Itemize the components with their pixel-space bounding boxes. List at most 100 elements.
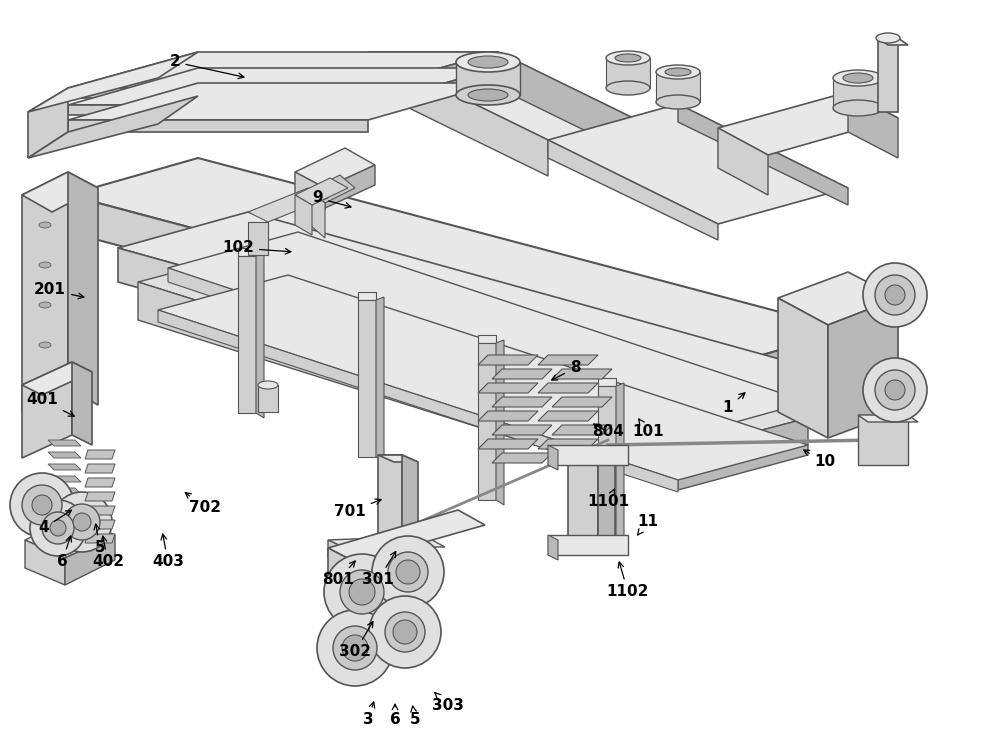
Polygon shape <box>68 52 498 88</box>
Text: 201: 201 <box>34 282 84 299</box>
Circle shape <box>30 500 86 556</box>
Polygon shape <box>295 195 312 235</box>
Ellipse shape <box>39 342 51 348</box>
Polygon shape <box>368 52 498 98</box>
Polygon shape <box>478 439 538 449</box>
Text: 301: 301 <box>362 551 396 587</box>
Circle shape <box>393 620 417 644</box>
Text: 1101: 1101 <box>587 489 629 509</box>
Polygon shape <box>258 385 278 412</box>
Text: 302: 302 <box>339 622 373 660</box>
Polygon shape <box>295 178 348 205</box>
Polygon shape <box>678 418 808 490</box>
Polygon shape <box>68 68 498 105</box>
Polygon shape <box>28 96 198 158</box>
Ellipse shape <box>468 89 508 101</box>
Polygon shape <box>598 378 616 386</box>
Polygon shape <box>598 386 616 543</box>
Polygon shape <box>238 248 256 256</box>
Text: 804: 804 <box>592 424 624 440</box>
Polygon shape <box>68 120 368 132</box>
Ellipse shape <box>468 56 508 68</box>
Polygon shape <box>68 195 718 405</box>
Polygon shape <box>376 297 384 462</box>
Circle shape <box>885 380 905 400</box>
Polygon shape <box>68 172 98 405</box>
Polygon shape <box>478 335 496 343</box>
Polygon shape <box>498 52 678 176</box>
Polygon shape <box>48 512 81 518</box>
Polygon shape <box>378 455 418 462</box>
Polygon shape <box>85 492 115 501</box>
Polygon shape <box>310 175 355 203</box>
Polygon shape <box>568 455 598 540</box>
Polygon shape <box>72 362 92 445</box>
Polygon shape <box>85 478 115 487</box>
Polygon shape <box>368 52 548 176</box>
Polygon shape <box>718 128 768 195</box>
Polygon shape <box>492 369 552 379</box>
Text: 801: 801 <box>322 561 355 587</box>
Ellipse shape <box>843 73 873 83</box>
Polygon shape <box>848 92 898 158</box>
Polygon shape <box>295 172 325 210</box>
Polygon shape <box>328 548 355 590</box>
Text: 10: 10 <box>804 450 836 470</box>
Circle shape <box>863 358 927 422</box>
Polygon shape <box>878 38 908 45</box>
Ellipse shape <box>615 54 641 62</box>
Polygon shape <box>368 68 498 115</box>
Polygon shape <box>538 383 598 393</box>
Polygon shape <box>718 330 848 405</box>
Polygon shape <box>48 440 81 446</box>
Text: 8: 8 <box>552 360 580 380</box>
Text: 401: 401 <box>26 392 74 416</box>
Polygon shape <box>85 534 115 543</box>
Polygon shape <box>378 455 402 548</box>
Polygon shape <box>22 362 72 458</box>
Polygon shape <box>295 148 375 188</box>
Ellipse shape <box>606 81 650 95</box>
Polygon shape <box>325 165 375 208</box>
Polygon shape <box>358 300 376 457</box>
Polygon shape <box>718 92 898 155</box>
Polygon shape <box>552 425 612 435</box>
Polygon shape <box>402 455 418 555</box>
Polygon shape <box>548 445 558 470</box>
Polygon shape <box>328 510 485 562</box>
Polygon shape <box>568 455 615 462</box>
Polygon shape <box>168 268 678 452</box>
Circle shape <box>22 485 62 525</box>
Polygon shape <box>68 158 848 368</box>
Polygon shape <box>858 415 918 422</box>
Polygon shape <box>548 140 718 240</box>
Polygon shape <box>538 439 598 449</box>
Text: 2: 2 <box>170 55 244 79</box>
Polygon shape <box>606 58 650 88</box>
Polygon shape <box>48 452 81 458</box>
Polygon shape <box>548 535 628 555</box>
Polygon shape <box>478 355 538 365</box>
Text: 402: 402 <box>92 536 124 569</box>
Circle shape <box>388 552 428 592</box>
Ellipse shape <box>876 33 900 43</box>
Polygon shape <box>48 488 81 494</box>
Text: 11: 11 <box>638 515 658 535</box>
Polygon shape <box>492 397 552 407</box>
Polygon shape <box>492 425 552 435</box>
Text: 702: 702 <box>185 493 221 515</box>
Polygon shape <box>28 52 198 112</box>
Polygon shape <box>85 506 115 515</box>
Polygon shape <box>858 415 908 465</box>
Polygon shape <box>478 411 538 421</box>
Circle shape <box>396 560 420 584</box>
Polygon shape <box>358 540 445 547</box>
Text: 102: 102 <box>222 240 291 255</box>
Polygon shape <box>718 378 848 450</box>
Ellipse shape <box>665 68 691 76</box>
Circle shape <box>64 504 100 540</box>
Polygon shape <box>456 62 520 95</box>
Text: 5: 5 <box>410 706 420 727</box>
Polygon shape <box>48 464 81 470</box>
Text: 6: 6 <box>57 536 72 569</box>
